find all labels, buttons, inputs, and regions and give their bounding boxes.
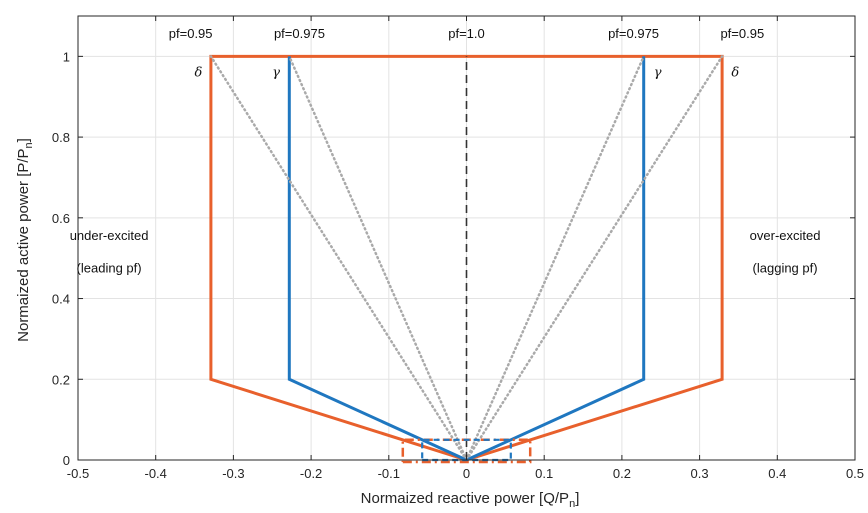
greek-label: δ [731,65,739,80]
x-tick-label: -0.2 [300,466,322,481]
y-tick-label: 0.4 [52,292,70,307]
annotation-label: pf=0.975 [274,26,325,41]
x-axis-title: Normaized reactive power [Q/Pn] [361,490,580,510]
y-tick-label: 0.2 [52,372,70,387]
greek-label: γ [272,65,280,80]
greek-label: γ [654,65,662,80]
annotation-label: over-excited [750,228,821,243]
series-line-gray-dotted-4 [288,55,468,462]
y-axis-title: Normaized active power [P/Pn] [15,138,35,342]
series-line-blue-solid-2 [465,56,646,462]
annotation-label: pf=0.975 [608,26,659,41]
x-tick-label: 0 [463,466,470,481]
y-tick-label: 0.8 [52,130,70,145]
x-tick-label: -0.3 [222,466,244,481]
y-axis-title-text: Normaized active power [P/P [15,148,32,341]
series-line-gray-dotted-3 [209,55,468,462]
y-axis-title-subscript: n [23,142,35,148]
x-axis-title-text: Normaized reactive power [Q/P [361,490,569,507]
y-tick-label: 0 [63,453,70,468]
annotation-label: pf=0.95 [169,26,213,41]
series-line-blue-dashed-9 [421,438,512,462]
annotation-label: (lagging pf) [753,260,818,275]
x-tick-label: 0.3 [691,466,709,481]
y-tick-label: 1 [63,49,70,64]
x-tick-label: 0.2 [613,466,631,481]
annotation-label: under-excited [70,228,149,243]
annotation-label: pf=1.0 [448,26,485,41]
series-line-blue-solid-1 [287,56,468,462]
x-tick-label: 0.1 [535,466,553,481]
annotation-label: (leading pf) [77,260,142,275]
annotation-label: pf=0.95 [720,26,764,41]
series-line-orange-dashdot-8 [401,438,532,464]
x-tick-label: -0.4 [144,466,166,481]
axes-frame [77,15,856,461]
x-axis-title-subscript: n [569,498,575,510]
series-group [209,54,724,464]
x-tick-label: -0.1 [378,466,400,481]
x-tick-label: 0.5 [846,466,864,481]
annotations: pf=0.95 pf=0.975 pf=1.0 pf=0.975 pf=0.95 unde… [70,26,821,275]
x-tick-label: 0.4 [768,466,786,481]
greek-label: δ [195,65,203,80]
tick-labels: -0.5 -0.4 -0.3 -0.2 -0.1 0 0.1 0.2 0.3 0.4 0.5 0 0.2… [52,49,864,481]
y-axis-title-end: ] [15,138,32,142]
x-axis-title-end: ] [575,490,579,507]
y-tick-label: 0.6 [52,211,70,226]
series-line-gray-dotted-6 [465,55,724,462]
series-line-gray-dotted-5 [465,55,645,462]
x-tick-label: -0.5 [67,466,89,481]
